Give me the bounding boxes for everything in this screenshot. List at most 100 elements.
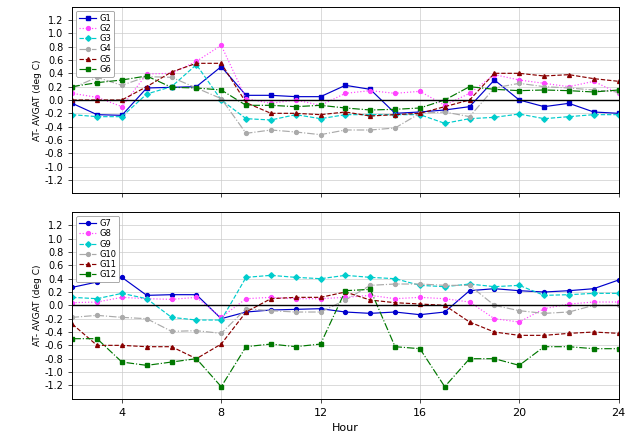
G10	[317, 309, 324, 315]
G3	[565, 114, 573, 119]
G6	[217, 87, 225, 93]
G3	[317, 116, 324, 121]
G7	[143, 293, 151, 298]
G12	[540, 344, 548, 350]
G6	[516, 88, 523, 93]
Line: G5: G5	[45, 62, 620, 118]
Line: G3: G3	[45, 63, 620, 125]
G12	[416, 346, 424, 351]
G2	[143, 71, 151, 77]
G9	[43, 291, 51, 296]
G11	[615, 330, 622, 336]
Line: G1: G1	[45, 65, 620, 119]
Legend: G1, G2, G3, G4, G5, G6: G1, G2, G3, G4, G5, G6	[77, 11, 114, 77]
G11	[565, 330, 573, 336]
G2	[441, 103, 448, 108]
G11	[68, 321, 76, 326]
G7	[590, 286, 597, 291]
G7	[68, 285, 76, 290]
G5	[441, 104, 448, 109]
G8	[490, 316, 498, 321]
G5	[193, 61, 200, 66]
G10	[615, 303, 622, 308]
G1	[615, 111, 622, 116]
G1	[565, 101, 573, 106]
G2	[193, 58, 200, 64]
G8	[416, 295, 424, 300]
G5	[242, 100, 250, 105]
G7	[342, 309, 349, 315]
G1	[540, 104, 548, 109]
G3	[68, 112, 76, 117]
G7	[441, 309, 448, 315]
G9	[94, 296, 101, 301]
G1	[43, 114, 51, 119]
G4	[118, 83, 126, 88]
G9	[391, 276, 399, 281]
G2	[118, 104, 126, 109]
G7	[615, 277, 622, 283]
G5	[342, 109, 349, 115]
G11	[367, 297, 374, 303]
G12	[490, 356, 498, 361]
G8	[317, 296, 324, 301]
G5	[466, 97, 474, 103]
G5	[317, 112, 324, 117]
G5	[168, 70, 175, 75]
G3	[441, 120, 448, 126]
G8	[217, 315, 225, 320]
G6	[615, 87, 622, 93]
G11	[43, 319, 51, 325]
G12	[590, 346, 597, 351]
G11	[168, 344, 175, 350]
G7	[391, 309, 399, 315]
G7	[466, 288, 474, 293]
G11	[217, 342, 225, 347]
G11	[292, 295, 300, 300]
G5	[143, 84, 151, 89]
G12	[342, 288, 349, 293]
G2	[615, 91, 622, 96]
G4	[416, 111, 424, 116]
G1	[441, 107, 448, 113]
G10	[193, 328, 200, 333]
G12	[143, 363, 151, 368]
G1	[217, 64, 225, 69]
G7	[217, 316, 225, 321]
G3	[43, 107, 51, 113]
G6	[441, 97, 448, 103]
G12	[516, 363, 523, 368]
G2	[590, 79, 597, 84]
G5	[391, 112, 399, 117]
G4	[565, 85, 573, 91]
G2	[490, 72, 498, 78]
G4	[317, 132, 324, 137]
G12	[565, 344, 573, 350]
Line: G7: G7	[45, 276, 620, 321]
G8	[540, 306, 548, 311]
Line: G12: G12	[45, 288, 620, 389]
G3	[540, 116, 548, 121]
G2	[565, 84, 573, 89]
G7	[367, 311, 374, 316]
G1	[193, 84, 200, 89]
G12	[317, 342, 324, 347]
G10	[94, 313, 101, 318]
G1	[490, 78, 498, 83]
G8	[590, 299, 597, 305]
G6	[342, 105, 349, 111]
G6	[292, 104, 300, 109]
G11	[516, 333, 523, 338]
G12	[242, 344, 250, 350]
G4	[367, 127, 374, 132]
G8	[143, 296, 151, 301]
G9	[292, 275, 300, 280]
G12	[168, 359, 175, 365]
G6	[168, 85, 175, 90]
G4	[516, 81, 523, 86]
G2	[367, 88, 374, 93]
G10	[267, 308, 274, 313]
G3	[391, 112, 399, 117]
G3	[466, 116, 474, 121]
G4	[217, 96, 225, 101]
